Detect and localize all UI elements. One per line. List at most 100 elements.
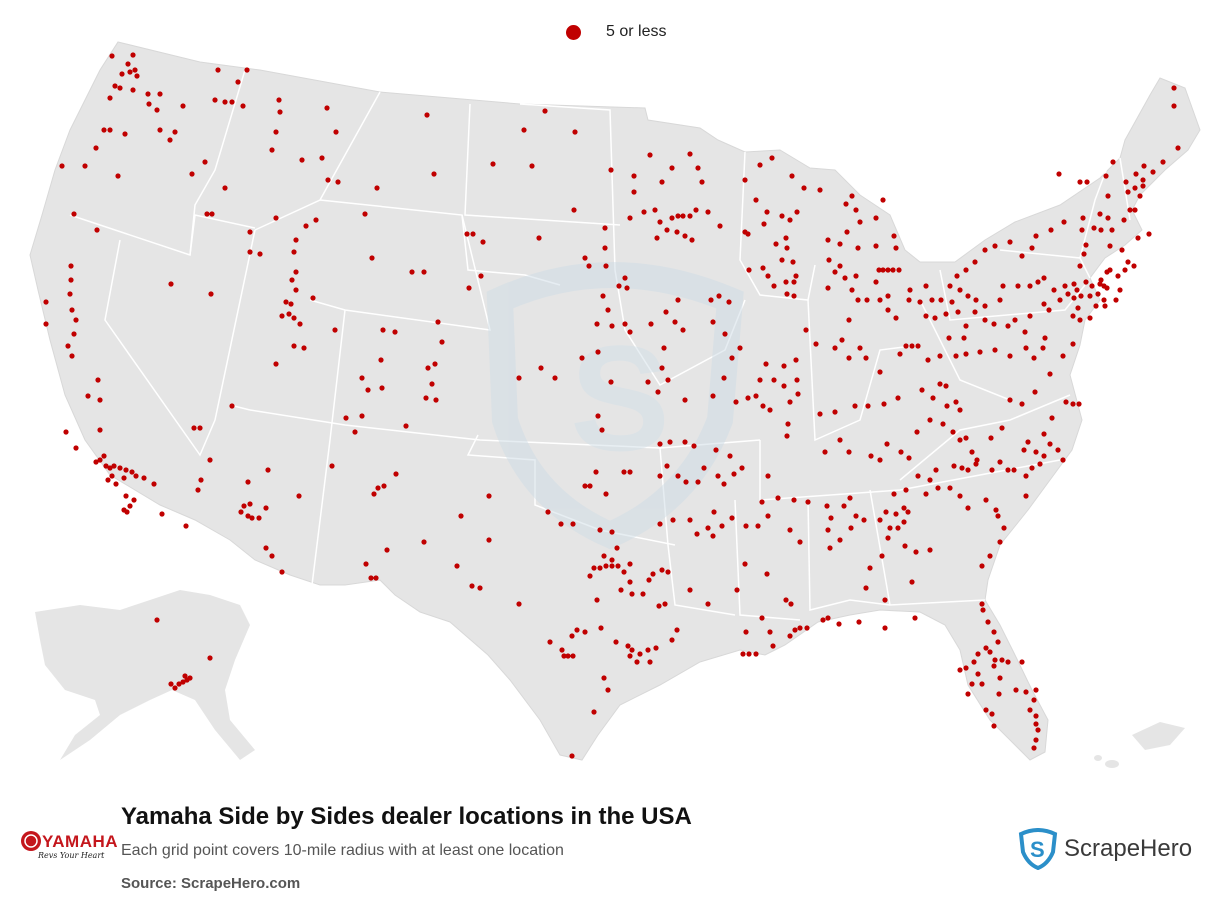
dealer-marker (885, 267, 891, 273)
dealer-marker (189, 171, 195, 177)
dealer-marker (963, 665, 969, 671)
dealer-marker (319, 155, 325, 161)
dealer-marker (1097, 281, 1103, 287)
dealer-marker (1125, 189, 1131, 195)
dealer-marker (247, 249, 253, 255)
dealer-marker (902, 543, 908, 549)
dealer-marker (903, 343, 909, 349)
dealer-marker (480, 239, 486, 245)
dealer-marker (269, 553, 275, 559)
dealer-marker (378, 357, 384, 363)
dealer-marker (1137, 193, 1143, 199)
dealer-marker (593, 469, 599, 475)
dealer-marker (373, 575, 379, 581)
dealer-marker (368, 575, 374, 581)
dealer-marker (657, 521, 663, 527)
dealer-marker (1171, 103, 1177, 109)
dealer-marker (616, 283, 622, 289)
dealer-marker (997, 459, 1003, 465)
dealer-marker (775, 495, 781, 501)
dealer-marker (1035, 279, 1041, 285)
dealer-marker (795, 391, 801, 397)
dealer-marker (229, 403, 235, 409)
dealer-marker (1007, 239, 1013, 245)
dealer-marker (1023, 493, 1029, 499)
dealer-marker (993, 507, 999, 513)
dealer-marker (286, 311, 292, 317)
dealer-marker (1097, 211, 1103, 217)
dealer-marker (957, 667, 963, 673)
dealer-marker (670, 517, 676, 523)
dealer-marker (857, 219, 863, 225)
dealer-marker (705, 209, 711, 215)
dealer-marker (1041, 453, 1047, 459)
dealer-marker (574, 627, 580, 633)
dealer-marker (374, 185, 380, 191)
dealer-marker (595, 413, 601, 419)
dealer-marker (882, 625, 888, 631)
dealer-marker (324, 105, 330, 111)
dealer-marker (937, 353, 943, 359)
dealer-marker (794, 377, 800, 383)
dealer-marker (669, 165, 675, 171)
dealer-marker (1077, 179, 1083, 185)
dealer-marker (947, 485, 953, 491)
dealer-marker (283, 299, 289, 305)
dealer-marker (371, 491, 377, 497)
dealer-marker (979, 563, 985, 569)
dealer-marker (971, 659, 977, 665)
dealer-marker (1093, 303, 1099, 309)
dealer-marker (559, 647, 565, 653)
dealer-marker (853, 513, 859, 519)
dealer-marker (740, 651, 746, 657)
dealer-marker (375, 485, 381, 491)
dealer-marker (654, 235, 660, 241)
dealer-marker (999, 657, 1005, 663)
dealer-marker (982, 303, 988, 309)
dealer-marker (627, 579, 633, 585)
dealer-marker (329, 463, 335, 469)
dealer-marker (1107, 243, 1113, 249)
dealer-marker (791, 279, 797, 285)
dealer-marker (123, 467, 129, 473)
hawaii-island (1105, 760, 1119, 768)
dealer-marker (1103, 173, 1109, 179)
dealer-marker (1046, 307, 1052, 313)
dealer-marker (909, 579, 915, 585)
dealer-marker (746, 267, 752, 273)
dealer-marker (486, 493, 492, 499)
dealer-marker (141, 475, 147, 481)
dealer-marker (846, 355, 852, 361)
dealer-marker (187, 675, 193, 681)
dealer-marker (1065, 291, 1071, 297)
dealer-marker (779, 213, 785, 219)
dealer-marker (950, 429, 956, 435)
dealer-marker (1055, 447, 1061, 453)
dealer-marker (974, 457, 980, 463)
dealer-marker (745, 395, 751, 401)
dealer-marker (1057, 297, 1063, 303)
dealer-marker (609, 563, 615, 569)
dealer-marker (591, 565, 597, 571)
dealer-marker (247, 229, 253, 235)
dealer-marker (734, 587, 740, 593)
dealer-marker (403, 423, 409, 429)
dealer-marker (991, 629, 997, 635)
dealer-marker (781, 383, 787, 389)
dealer-marker (925, 357, 931, 363)
dealer-marker (837, 437, 843, 443)
dealer-marker (545, 509, 551, 515)
dealer-marker (1083, 279, 1089, 285)
dealer-marker (1071, 295, 1077, 301)
dealer-marker (848, 525, 854, 531)
scrapehero-name: ScrapeHero (1064, 835, 1193, 862)
dealer-marker (972, 259, 978, 265)
dealer-marker (1041, 431, 1047, 437)
dealer-marker (765, 473, 771, 479)
dealer-marker (1087, 315, 1093, 321)
dealer-marker (180, 103, 186, 109)
dealer-marker (689, 237, 695, 243)
dealer-marker (932, 315, 938, 321)
dealer-marker (157, 127, 163, 133)
dealer-marker (664, 227, 670, 233)
